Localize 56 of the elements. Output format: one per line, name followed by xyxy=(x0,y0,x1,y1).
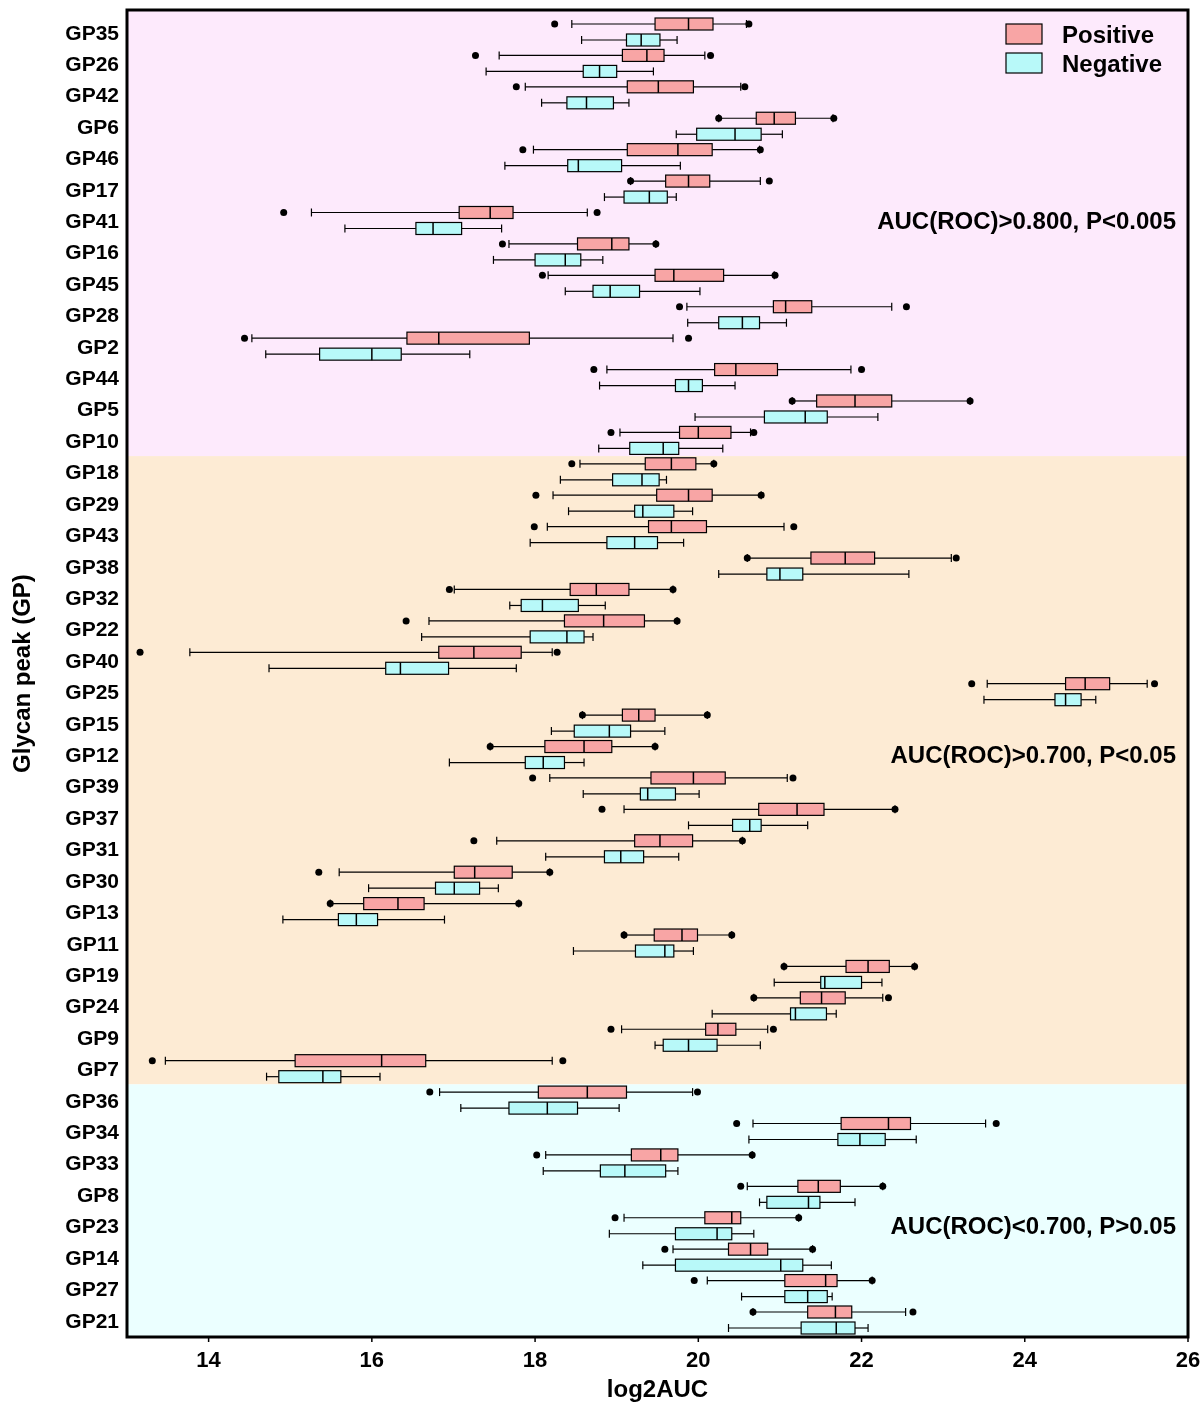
x-tick-label: 22 xyxy=(849,1347,874,1372)
y-tick-label: GP30 xyxy=(65,868,119,892)
y-tick-label: GP7 xyxy=(76,1057,119,1081)
y-tick-label: GP42 xyxy=(65,83,119,107)
y-tick-label: GP25 xyxy=(65,680,120,704)
y-tick-label: GP19 xyxy=(65,962,119,986)
x-tick-label: 26 xyxy=(1175,1347,1201,1372)
y-tick-label: GP16 xyxy=(65,240,119,264)
y-tick-label: GP11 xyxy=(66,931,120,955)
x-tick-label: 18 xyxy=(522,1347,548,1372)
y-tick-label: GP18 xyxy=(65,460,120,484)
legend-label: Positive xyxy=(1062,20,1155,48)
y-tick-label: GP45 xyxy=(65,271,120,295)
y-tick-label: GP31 xyxy=(65,837,120,861)
y-axis-title: Glycan peak (GP) xyxy=(8,574,35,773)
y-tick-label: GP33 xyxy=(65,1151,119,1175)
y-tick-label: GP29 xyxy=(65,491,119,515)
y-tick-label: GP44 xyxy=(65,366,120,390)
y-tick-label: GP37 xyxy=(65,805,119,829)
y-tick-label: GP15 xyxy=(65,711,120,735)
legend-label: Negative xyxy=(1062,49,1163,77)
y-tick-label: GP14 xyxy=(65,1245,120,1269)
y-tick-label: GP5 xyxy=(76,397,120,421)
y-tick-label: GP43 xyxy=(65,523,119,547)
y-tick-label: GP46 xyxy=(65,146,119,170)
y-tick-label: GP22 xyxy=(65,617,119,641)
y-tick-label: GP36 xyxy=(65,1088,119,1112)
y-tick-label: GP9 xyxy=(76,1025,119,1049)
y-tick-label: GP38 xyxy=(65,554,120,578)
y-tick-label: GP34 xyxy=(65,1120,120,1144)
y-tick-label: GP40 xyxy=(65,648,119,672)
y-tick-label: GP10 xyxy=(65,428,119,452)
y-tick-label: GP28 xyxy=(65,303,120,327)
y-tick-label: GP17 xyxy=(65,177,119,201)
y-tick-label: GP6 xyxy=(76,114,119,138)
y-tick-label: GP2 xyxy=(76,334,119,358)
y-tick-label: GP39 xyxy=(65,774,119,798)
y-tick-label: GP26 xyxy=(65,51,119,75)
band-label: AUC(ROC)>0.800, P<0.005 xyxy=(877,206,1176,234)
y-tick-label: GP21 xyxy=(65,1308,120,1332)
y-tick-label: GP35 xyxy=(65,20,120,44)
x-tick-label: 16 xyxy=(359,1347,385,1372)
y-tick-label: GP27 xyxy=(65,1277,119,1301)
band-label: AUC(ROC)<0.700, P>0.05 xyxy=(890,1212,1176,1240)
band-label: AUC(ROC)>0.700, P<0.05 xyxy=(890,741,1176,769)
y-tick-label: GP41 xyxy=(65,208,120,232)
y-tick-label: GP23 xyxy=(65,1214,119,1238)
y-tick-label: GP32 xyxy=(65,585,119,609)
y-tick-label: GP24 xyxy=(65,994,120,1018)
x-tick-label: 24 xyxy=(1012,1347,1038,1372)
y-tick-label: GP12 xyxy=(65,743,119,767)
y-tick-label: GP13 xyxy=(65,900,119,924)
x-tick-label: 20 xyxy=(686,1347,711,1372)
y-tick-label: GP8 xyxy=(76,1182,120,1206)
x-tick-label: 14 xyxy=(196,1347,222,1372)
x-axis-title: log2AUC xyxy=(606,1375,709,1402)
